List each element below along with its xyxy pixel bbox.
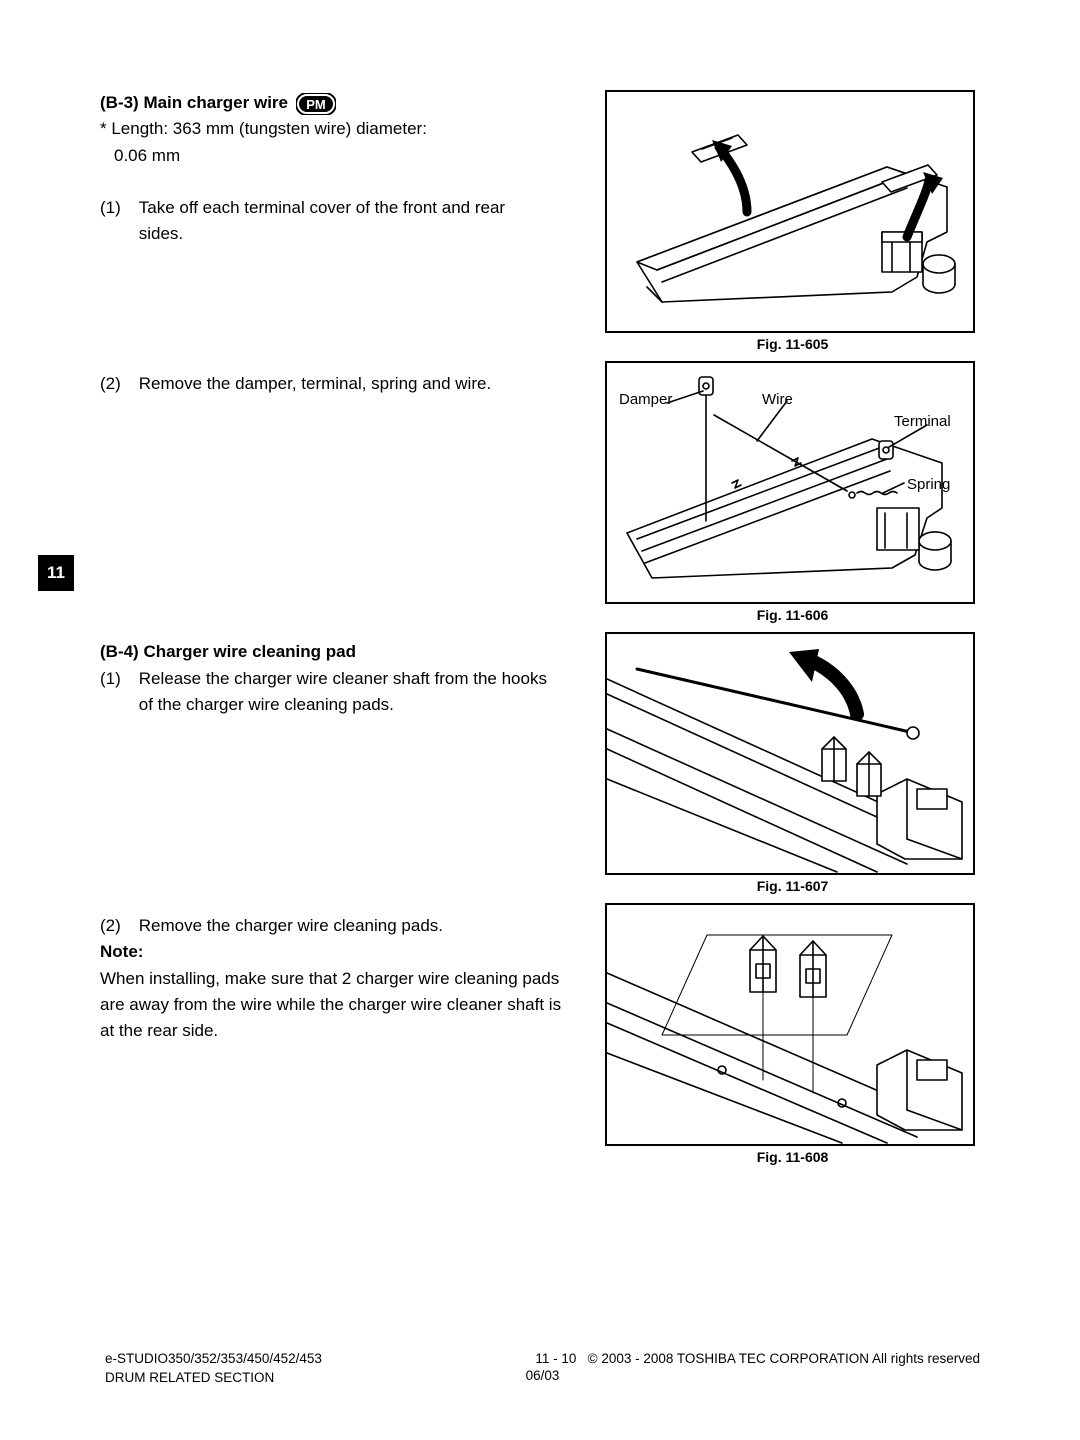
section-b3-heading: (B-3) Main charger wire — [100, 93, 288, 112]
footer-copyright: © 2003 - 2008 TOSHIBA TEC CORPORATION Al… — [588, 1351, 980, 1366]
figure-11-607-caption: Fig. 11-607 — [605, 878, 980, 894]
footer-date: 06/03 — [526, 1368, 560, 1383]
note-label: Note: — [100, 939, 570, 965]
figure-11-605-caption: Fig. 11-605 — [605, 336, 980, 352]
label-damper: Damper — [619, 391, 672, 408]
footer-page: 11 - 10 — [535, 1351, 576, 1366]
svg-text:PM: PM — [306, 97, 326, 112]
b4-step2-text: Remove the charger wire cleaning pads. — [139, 913, 549, 939]
pm-badge-icon: PM — [296, 93, 336, 115]
label-terminal: Terminal — [894, 413, 951, 430]
b3-step1-text: Take off each terminal cover of the fron… — [139, 195, 549, 248]
figure-11-606-caption: Fig. 11-606 — [605, 607, 980, 623]
b4-step2-num: (2) — [100, 913, 134, 939]
b3-step2-num: (2) — [100, 371, 134, 397]
section-b4-heading: (B-4) Charger wire cleaning pad — [100, 642, 570, 662]
b4-step1-text: Release the charger wire cleaner shaft f… — [139, 666, 549, 719]
page-footer: e-STUDIO350/352/353/450/452/453 DRUM REL… — [105, 1350, 980, 1388]
label-spring: Spring — [907, 476, 950, 493]
figure-11-606: Damper Wire Terminal Spring — [605, 361, 975, 604]
b3-step1-num: (1) — [100, 195, 134, 221]
figure-11-608-caption: Fig. 11-608 — [605, 1149, 980, 1165]
b3-spec-line1: * Length: 363 mm (tungsten wire) diamete… — [100, 116, 570, 142]
footer-section: DRUM RELATED SECTION — [105, 1369, 322, 1388]
note-text: When installing, make sure that 2 charge… — [100, 966, 570, 1045]
footer-model: e-STUDIO350/352/353/450/452/453 — [105, 1350, 322, 1369]
b4-step1-num: (1) — [100, 666, 134, 692]
label-wire: Wire — [762, 391, 793, 408]
figure-11-605 — [605, 90, 975, 333]
b3-step2-text: Remove the damper, terminal, spring and … — [139, 371, 549, 397]
figure-11-607 — [605, 632, 975, 875]
figure-11-608 — [605, 903, 975, 1146]
b3-spec-line2: 0.06 mm — [114, 143, 570, 169]
